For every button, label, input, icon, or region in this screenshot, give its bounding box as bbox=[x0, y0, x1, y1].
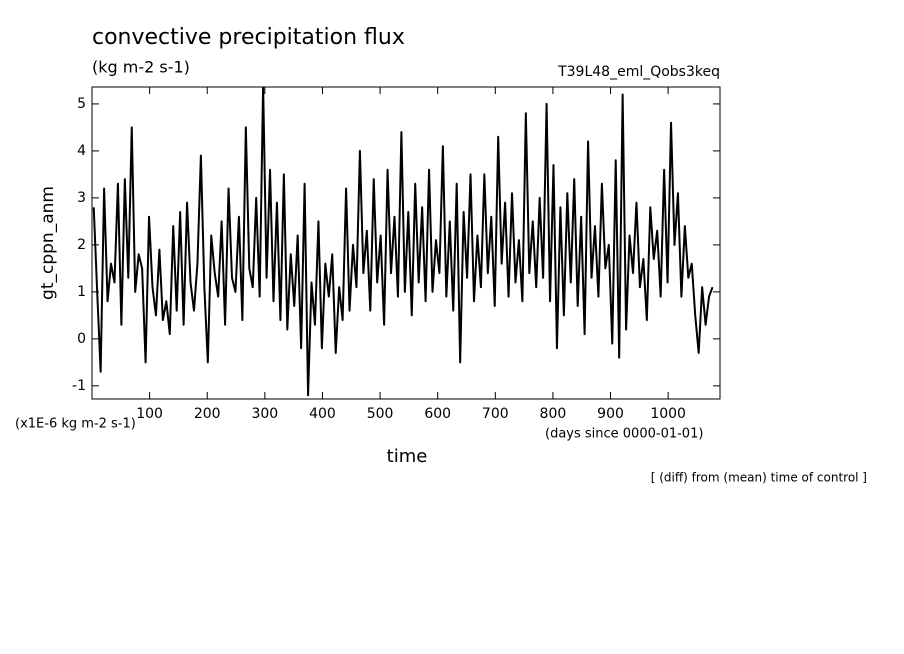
y-tick-label: 1 bbox=[77, 284, 86, 300]
x-tick-label: 800 bbox=[540, 406, 567, 422]
x-tick-label: 1000 bbox=[650, 406, 686, 422]
x-tick-label: 600 bbox=[424, 406, 451, 422]
y-axis-label: gt_cppn_anm bbox=[38, 186, 58, 300]
subtitle: (kg m-2 s-1) bbox=[92, 58, 190, 77]
x-tick-label: 500 bbox=[367, 406, 394, 422]
y-tick-label: 0 bbox=[77, 331, 86, 347]
line bbox=[92, 87, 714, 397]
y-tick-label: 5 bbox=[77, 96, 86, 112]
x-tick-label: 400 bbox=[309, 406, 336, 422]
x-axis-label: time bbox=[387, 446, 428, 467]
y-tick-label: 4 bbox=[77, 143, 86, 159]
x-tick-label: 900 bbox=[597, 406, 624, 422]
x-tick-label: 300 bbox=[251, 406, 278, 422]
y-tick-label: -1 bbox=[72, 378, 86, 394]
y-unit: (x1E-6 kg m-2 s-1) bbox=[15, 417, 136, 432]
plot-frame bbox=[91, 86, 721, 400]
x-tick-label: 100 bbox=[136, 406, 163, 422]
note: [ (diff) from (mean) time of control ] bbox=[651, 471, 867, 485]
y-tick-label: 2 bbox=[77, 237, 86, 253]
experiment-label: T39L48_eml_Qobs3keq bbox=[557, 64, 720, 80]
x-tick-label: 700 bbox=[482, 406, 509, 422]
chart-title: convective precipitation flux bbox=[92, 25, 405, 50]
x-tick-label: 200 bbox=[194, 406, 221, 422]
x-unit: (days since 0000-01-01) bbox=[545, 427, 703, 442]
y-tick-label: 3 bbox=[77, 190, 86, 206]
